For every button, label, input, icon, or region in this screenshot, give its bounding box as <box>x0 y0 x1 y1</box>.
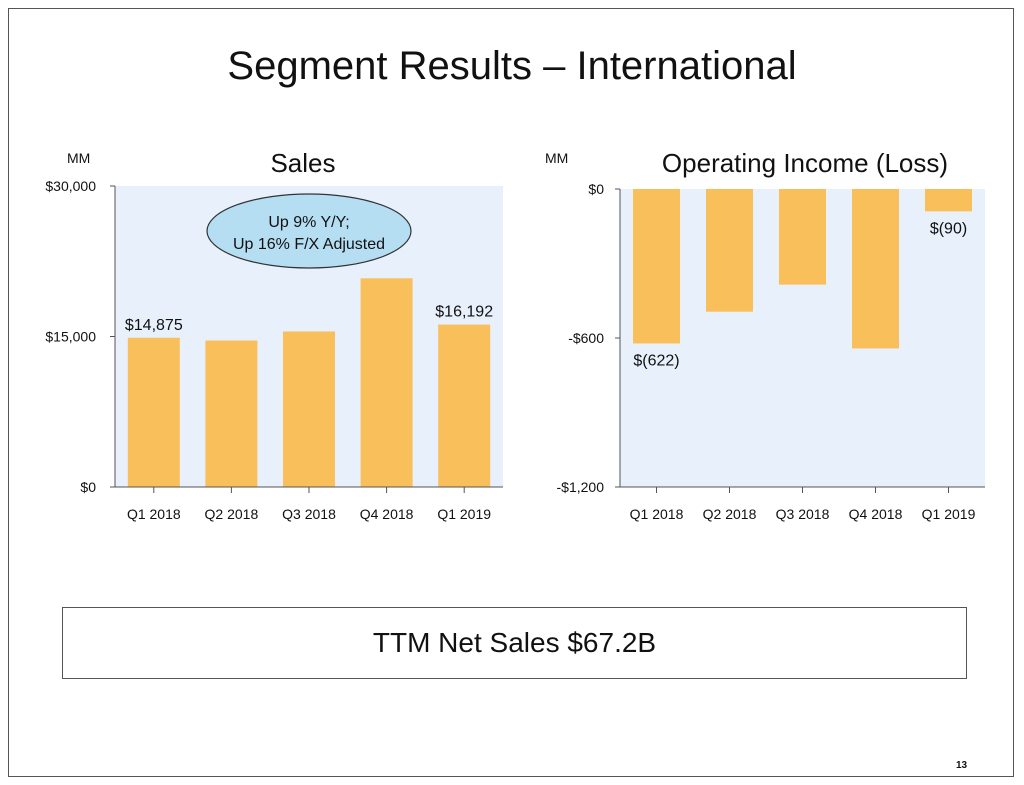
sales-category-label: Q3 2018 <box>282 506 336 522</box>
opinc-data-label: $(622) <box>633 352 679 369</box>
opinc-y-tick-label: -$1,200 <box>557 479 605 495</box>
sales-y-tick-label: $0 <box>80 479 96 495</box>
sales-bar <box>127 337 180 487</box>
sales-data-label: $14,875 <box>125 317 183 334</box>
opinc-bar <box>779 189 826 285</box>
sales-category-label: Q2 2018 <box>205 506 259 522</box>
growth-callout <box>206 193 412 269</box>
sales-category-label: Q4 2018 <box>360 506 414 522</box>
sales-bar <box>438 324 491 487</box>
sales-bar <box>283 331 335 487</box>
opinc-chart-title: Operating Income (Loss) <box>662 148 948 178</box>
sales-y-tick-label: $15,000 <box>45 329 96 345</box>
sales-category-label: Q1 2018 <box>127 506 181 522</box>
opinc-unit-label: MM <box>545 150 568 166</box>
sales-chart-title: Sales <box>270 148 335 178</box>
opinc-category-label: Q1 2018 <box>630 506 684 522</box>
opinc-data-label: $(90) <box>930 220 967 237</box>
ttm-summary-box: TTM Net Sales $67.2B <box>62 607 967 679</box>
opinc-category-label: Q1 2019 <box>922 506 976 522</box>
opinc-y-tick-label: $0 <box>588 181 604 197</box>
opinc-bar <box>852 189 899 349</box>
sales-y-tick-label: $30,000 <box>45 178 96 194</box>
growth-callout-text: Up 9% Y/Y; <box>268 214 349 231</box>
opinc-category-label: Q2 2018 <box>703 506 757 522</box>
growth-callout-text: Up 16% F/X Adjusted <box>233 236 385 253</box>
opinc-bar <box>706 189 753 312</box>
page-number: 13 <box>956 760 968 771</box>
opinc-bar <box>633 189 680 344</box>
sales-category-label: Q1 2019 <box>437 506 491 522</box>
opinc-category-label: Q3 2018 <box>776 506 830 522</box>
opinc-category-label: Q4 2018 <box>849 506 903 522</box>
sales-bar <box>205 340 258 487</box>
slide-title: Segment Results – International <box>227 44 797 88</box>
sales-bar <box>360 278 413 487</box>
sales-data-label: $16,192 <box>435 304 493 321</box>
opinc-bar <box>925 189 972 212</box>
slide-frame <box>8 8 1014 777</box>
sales-unit-label: MM <box>67 150 90 166</box>
opinc-y-tick-label: -$600 <box>568 330 604 346</box>
